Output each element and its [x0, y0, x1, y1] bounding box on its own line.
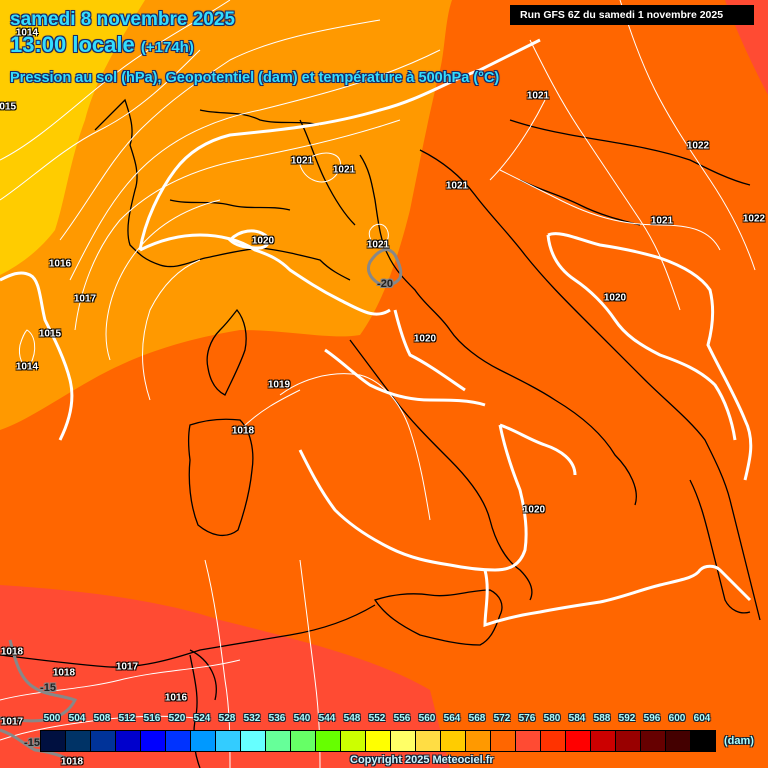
colorbar-cell — [491, 731, 516, 751]
pressure-label: 1021 — [366, 239, 390, 251]
colorbar-tick-label: 552 — [368, 713, 386, 724]
colorbar-cell — [141, 731, 166, 751]
colorbar-tick-label: 556 — [393, 713, 411, 724]
fill-564 — [0, 0, 145, 275]
pressure-label: 1021 — [526, 90, 550, 102]
colorbar-tick-label: 512 — [118, 713, 136, 724]
pressure-label: 1021 — [650, 215, 674, 227]
isobars-thick — [0, 38, 753, 628]
temperature-label: -15 — [24, 737, 40, 749]
colorbar-tick-label: 584 — [568, 713, 586, 724]
colorbar-tick-label: 500 — [43, 713, 61, 724]
colorbar-cell — [641, 731, 666, 751]
colorbar-tick-label: 576 — [518, 713, 536, 724]
pressure-label: 1018 — [231, 425, 255, 437]
colorbar-cell — [691, 731, 715, 751]
colorbar-tick-label: 508 — [93, 713, 111, 724]
colorbar-cell — [116, 731, 141, 751]
colorbar-cell — [541, 731, 566, 751]
colorbar-tick-label: 572 — [493, 713, 511, 724]
fill-568 — [0, 0, 452, 430]
pressure-label: 1017 — [0, 716, 24, 728]
colorbar-tick-label: 532 — [243, 713, 261, 724]
colorbar-tick-label: 504 — [68, 713, 86, 724]
colorbar — [40, 730, 716, 752]
pressure-label: 1021 — [445, 180, 469, 192]
colorbar-tick-label: 600 — [668, 713, 686, 724]
colorbar-cell — [566, 731, 591, 751]
pressure-label: 1020 — [522, 504, 546, 516]
colorbar-cell — [341, 731, 366, 751]
colorbar-cell — [291, 731, 316, 751]
map-description: Pression au sol (hPa), Geopotentiel (dam… — [10, 70, 500, 86]
colorbar-cell — [191, 731, 216, 751]
forecast-time-value: 13:00 locale — [10, 32, 135, 57]
pressure-label: 1022 — [742, 213, 766, 225]
temperature-label: -15 — [40, 682, 56, 694]
pressure-label: 1021 — [290, 155, 314, 167]
colorbar-cell — [166, 731, 191, 751]
colorbar-tick-label: 544 — [318, 713, 336, 724]
isotherms — [0, 248, 403, 762]
pressure-label: 1014 — [15, 361, 39, 373]
colorbar-cell — [316, 731, 341, 751]
colorbar-tick-label: 568 — [468, 713, 486, 724]
colorbar-cell — [591, 731, 616, 751]
pressure-label: 1018 — [0, 646, 24, 658]
pressure-label: 1021 — [332, 164, 356, 176]
colorbar-cell — [441, 731, 466, 751]
pressure-label: 1017 — [73, 293, 97, 305]
colorbar-cell — [466, 731, 491, 751]
colorbar-tick-label: 596 — [643, 713, 661, 724]
pressure-label: 1020 — [251, 235, 275, 247]
colorbar-tick-label: 580 — [543, 713, 561, 724]
colorbar-cell — [241, 731, 266, 751]
colorbar-cell — [416, 731, 441, 751]
colorbar-cell — [266, 731, 291, 751]
temperature-label: -20 — [377, 278, 393, 290]
colorbar-tick-label: 548 — [343, 713, 361, 724]
colorbar-tick-label: 604 — [693, 713, 711, 724]
colorbar-tick-label: 588 — [593, 713, 611, 724]
colorbar-tick-label: 540 — [293, 713, 311, 724]
colorbar-tick-label: 528 — [218, 713, 236, 724]
colorbar-unit: (dam) — [724, 735, 754, 747]
colorbar-cell — [366, 731, 391, 751]
colorbar-cell — [216, 731, 241, 751]
copyright: Copyright 2025 Meteociel.fr — [350, 754, 494, 766]
colorbar-cell — [41, 731, 66, 751]
pressure-label: 1020 — [603, 292, 627, 304]
colorbar-cell — [616, 731, 641, 751]
pressure-label: 1015 — [38, 328, 62, 340]
forecast-date: samedi 8 novembre 2025 — [10, 9, 235, 30]
pressure-label: 1016 — [48, 258, 72, 270]
colorbar-cell — [91, 731, 116, 751]
pressure-label: 1018 — [60, 756, 84, 768]
colorbar-tick-label: 592 — [618, 713, 636, 724]
colorbar-tick-label: 564 — [443, 713, 461, 724]
pressure-label: 1018 — [52, 667, 76, 679]
colorbar-tick-label: 560 — [418, 713, 436, 724]
colorbar-tick-label: 524 — [193, 713, 211, 724]
pressure-label: 1020 — [413, 333, 437, 345]
forecast-lead-time: (+174h) — [140, 39, 194, 56]
pressure-label: 1022 — [686, 140, 710, 152]
colorbar-tick-label: 520 — [168, 713, 186, 724]
pressure-label: 1016 — [164, 692, 188, 704]
colorbar-cell — [516, 731, 541, 751]
model-run-info: Run GFS 6Z du samedi 1 novembre 2025 — [510, 5, 754, 25]
colorbar-cell — [391, 731, 416, 751]
pressure-label: 1019 — [267, 379, 291, 391]
forecast-time: 13:00 locale (+174h) — [10, 32, 194, 58]
pressure-label: 1014 — [15, 27, 39, 39]
colorbar-tick-label: 536 — [268, 713, 286, 724]
colorbar-tick-label: 516 — [143, 713, 161, 724]
pressure-label: 1015 — [0, 101, 17, 113]
pressure-label: 1017 — [115, 661, 139, 673]
colorbar-cell — [66, 731, 91, 751]
colorbar-cell — [666, 731, 691, 751]
